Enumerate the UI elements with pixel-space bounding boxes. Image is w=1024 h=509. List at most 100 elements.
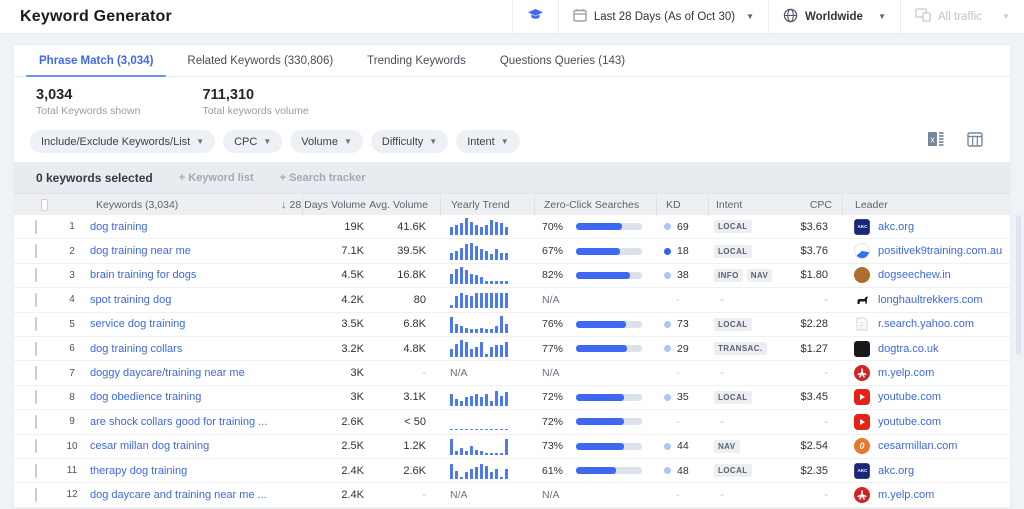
- top-header: Keyword Generator Last 28 Days (As of Oc…: [0, 0, 1024, 34]
- trend-sparkline: [450, 389, 534, 406]
- leader-link[interactable]: m.yelp.com: [878, 367, 935, 380]
- leader-link[interactable]: r.search.yahoo.com: [878, 318, 974, 331]
- tab-phrase-match[interactable]: Phrase Match (3,034): [22, 45, 170, 77]
- column-kd[interactable]: KD: [656, 194, 708, 216]
- column-cpc[interactable]: CPC: [809, 199, 832, 211]
- keyword-link[interactable]: therapy dog training: [90, 464, 188, 477]
- date-range-selector[interactable]: Last 28 Days (As of Oct 30) ▼: [557, 0, 768, 34]
- row-checkbox[interactable]: [35, 487, 37, 502]
- column-intent[interactable]: Intent: [708, 194, 784, 216]
- avg-volume-value: 3.1K: [403, 391, 426, 404]
- keyword-link[interactable]: dog daycare and training near me ...: [90, 488, 267, 501]
- leader-link[interactable]: cesarmillan.com: [878, 440, 958, 453]
- leader-link[interactable]: longhaultrekkers.com: [878, 293, 983, 306]
- tab-questions-queries[interactable]: Questions Queries (143): [499, 54, 626, 67]
- zero-click-bar-fill: [576, 223, 623, 231]
- leader-link[interactable]: akc.org: [878, 220, 915, 233]
- add-to-search-tracker-button[interactable]: + Search tracker: [279, 171, 366, 184]
- keyword-link[interactable]: dog training collars: [90, 342, 183, 355]
- region-selector[interactable]: Worldwide ▼: [768, 0, 900, 34]
- keyword-link[interactable]: doggy daycare/training near me: [90, 367, 245, 380]
- kd-cell: 35: [656, 391, 708, 403]
- column-avg-volume[interactable]: Avg. Volume: [369, 199, 428, 211]
- row-checkbox[interactable]: [35, 268, 37, 283]
- trend-bar: [470, 329, 473, 333]
- leader-link[interactable]: dogtra.co.uk: [878, 342, 939, 355]
- leader-link[interactable]: dogseechew.in: [878, 269, 951, 282]
- trend-bar: [470, 468, 473, 480]
- kd-cell: 18: [656, 245, 708, 257]
- zero-click-bar: [576, 320, 642, 328]
- cpc-value: $2.28: [800, 318, 828, 331]
- keyword-cell: dog training near me: [90, 245, 302, 257]
- checkbox-cell: [14, 268, 54, 283]
- volume-28d-value: 2.4K: [341, 488, 364, 501]
- column-zero-click[interactable]: Zero-Click Searches: [534, 194, 656, 216]
- trend-bar: [490, 329, 493, 333]
- row-checkbox[interactable]: [35, 390, 37, 405]
- row-checkbox[interactable]: [35, 244, 37, 259]
- excel-export-button[interactable]: x: [922, 131, 948, 153]
- trend-bar: [500, 223, 503, 236]
- trend-bar: [500, 315, 503, 333]
- filter-cpc[interactable]: CPC ▼: [223, 130, 283, 153]
- keyword-link[interactable]: brain training for dogs: [90, 269, 197, 282]
- row-checkbox[interactable]: [35, 292, 37, 307]
- column-28-days-volume[interactable]: ↓ 28 Days Volume: [281, 194, 378, 216]
- column-leader[interactable]: Leader: [842, 194, 1010, 216]
- yelp-favicon-icon: [854, 365, 870, 382]
- keyword-link[interactable]: are shock collars good for training ...: [90, 415, 268, 428]
- kd-cell: -: [676, 293, 680, 306]
- trend-bar: [475, 293, 478, 309]
- chevron-down-icon: ▼: [878, 12, 886, 21]
- keyword-link[interactable]: dog obedience training: [90, 391, 202, 404]
- filter-difficulty[interactable]: Difficulty ▼: [370, 130, 449, 153]
- trend-bar: [490, 293, 493, 309]
- add-to-keyword-list-button[interactable]: + Keyword list: [178, 171, 254, 184]
- yearly-trend-cell: [440, 218, 534, 236]
- leader-link[interactable]: akc.org: [878, 464, 915, 477]
- keyword-link[interactable]: spot training dog: [90, 293, 172, 306]
- tab-trending-keywords[interactable]: Trending Keywords: [367, 54, 466, 67]
- keyword-link[interactable]: dog training: [90, 220, 148, 233]
- zero-click-bar: [576, 418, 642, 426]
- keyword-link[interactable]: service dog training: [90, 318, 186, 331]
- traffic-selector[interactable]: All traffic ▼: [900, 0, 1024, 34]
- trend-bar: [450, 304, 453, 309]
- row-index: 3: [69, 269, 75, 281]
- filter-volume[interactable]: Volume ▼: [290, 130, 363, 153]
- trend-bar: [485, 453, 488, 455]
- volume-28d-value: 2.4K: [341, 464, 364, 477]
- row-checkbox[interactable]: [35, 366, 37, 381]
- trend-bar: [505, 293, 508, 309]
- trend-bar: [485, 465, 488, 480]
- vertical-scrollbar[interactable]: [1016, 215, 1021, 355]
- row-checkbox[interactable]: [35, 219, 37, 234]
- row-checkbox[interactable]: [35, 414, 37, 429]
- trend-bar: [500, 293, 503, 309]
- volume-28d-value: 7.1K: [341, 245, 364, 258]
- filter-include-exclude[interactable]: Include/Exclude Keywords/List ▼: [30, 130, 216, 153]
- zero-click-percent: 73%: [542, 440, 564, 453]
- tab-related-keywords[interactable]: Related Keywords (330,806): [187, 54, 334, 67]
- keyword-link[interactable]: cesar millan dog training: [90, 440, 210, 453]
- leader-link[interactable]: youtube.com: [878, 391, 941, 404]
- column-keywords[interactable]: Keywords (3,034): [96, 199, 179, 211]
- select-all-checkbox[interactable]: [41, 199, 48, 211]
- chevron-down-icon: ▼: [263, 137, 272, 146]
- leader-link[interactable]: positivek9training.com.au: [878, 245, 1003, 258]
- intent-badge: LOCAL: [714, 244, 752, 258]
- leader-link[interactable]: youtube.com: [878, 415, 941, 428]
- keyword-link[interactable]: dog training near me: [90, 245, 191, 258]
- kd-dot-icon: [664, 442, 671, 450]
- row-checkbox[interactable]: [35, 439, 37, 454]
- row-checkbox[interactable]: [35, 463, 37, 478]
- manage-columns-button[interactable]: [962, 131, 988, 153]
- row-checkbox[interactable]: [35, 341, 37, 356]
- leader-link[interactable]: m.yelp.com: [878, 488, 935, 501]
- zero-click-cell: 73%: [534, 440, 656, 452]
- chevron-down-icon: ▼: [1002, 12, 1010, 21]
- filter-intent[interactable]: Intent ▼: [456, 130, 520, 153]
- education-button[interactable]: [511, 0, 558, 34]
- row-checkbox[interactable]: [35, 317, 37, 332]
